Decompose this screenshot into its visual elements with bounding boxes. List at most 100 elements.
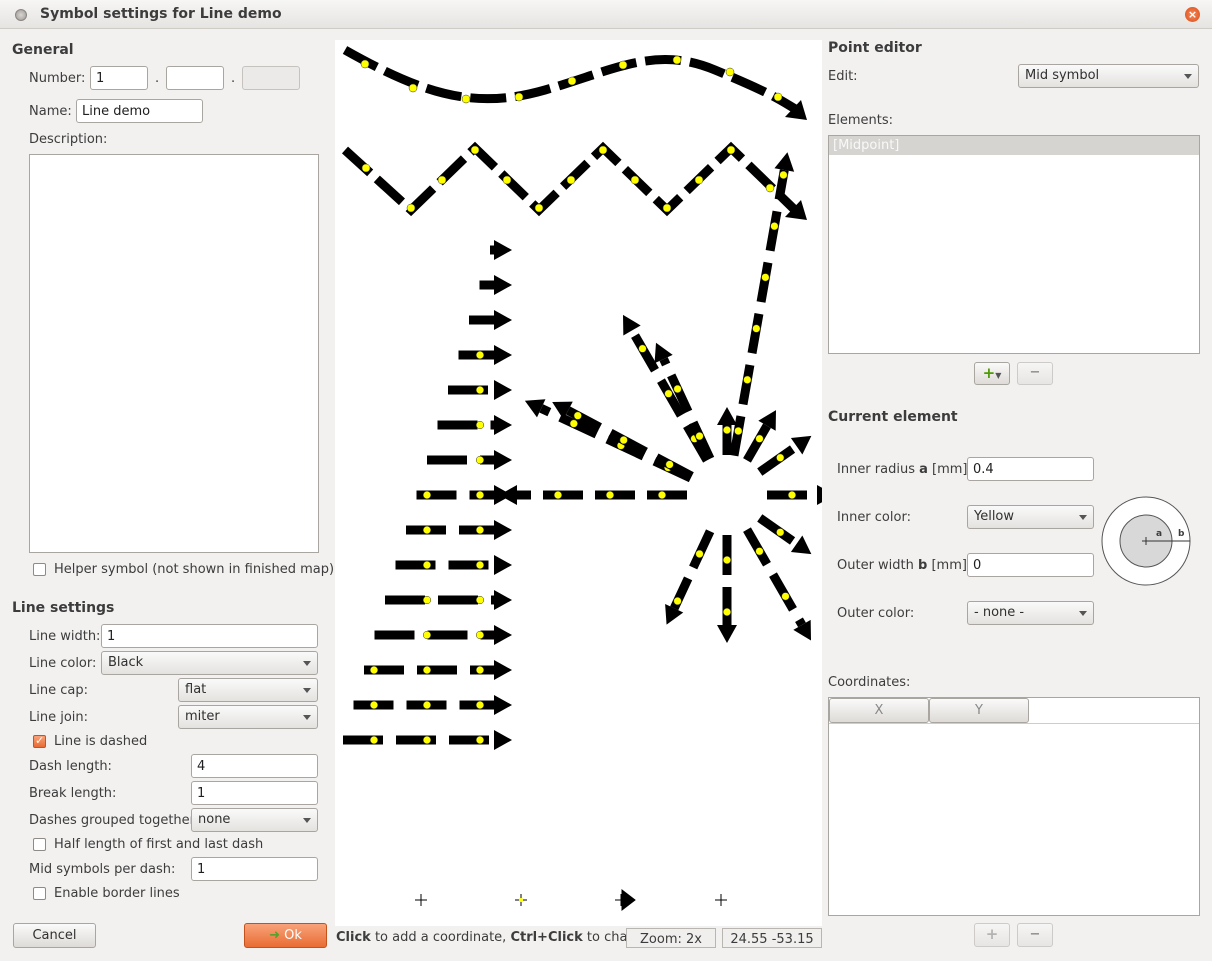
line-join-select[interactable]: miter (178, 705, 318, 729)
edit-select[interactable]: Mid symbol (1018, 64, 1199, 88)
arrow-head (524, 399, 546, 418)
break-length-label: Break length: (29, 786, 117, 801)
number-field-1[interactable] (90, 66, 148, 90)
mid-symbol (369, 665, 379, 675)
arrow-head (774, 152, 795, 172)
inner-color-select[interactable]: Yellow (967, 505, 1094, 529)
mid-symbol (475, 525, 485, 535)
mid-symbol (779, 170, 788, 179)
column-header-y[interactable]: Y (929, 698, 1029, 723)
mid-symbol (422, 595, 432, 605)
inner-radius-var: a (919, 462, 928, 477)
helper-symbol-label: Helper symbol (not shown in finished map… (54, 562, 335, 577)
mid-symbol (605, 490, 615, 500)
remove-element-button[interactable]: − (1017, 362, 1053, 385)
arrow-head (499, 485, 517, 505)
half-length-label: Half length of first and last dash (54, 837, 264, 852)
dash-length-label: Dash length: (29, 759, 112, 774)
arrow-head (494, 555, 512, 575)
name-field[interactable] (76, 99, 203, 123)
arrow-head (654, 342, 673, 364)
window-menu-icon[interactable] (15, 9, 27, 21)
dashes-grouped-select[interactable]: none (191, 808, 318, 832)
arrow-head (665, 604, 684, 625)
chevron-down-icon (303, 661, 311, 666)
description-label: Description: (29, 132, 108, 147)
chevron-down-icon (303, 688, 311, 693)
chevron-down-icon (1184, 74, 1192, 79)
inner-color-label: Inner color: (837, 510, 911, 525)
description-textarea[interactable] (29, 154, 319, 553)
elements-label: Elements: (828, 113, 893, 128)
mid-symbol (752, 324, 761, 333)
border-lines-label: Enable border lines (54, 886, 180, 901)
plus-icon: + (985, 925, 999, 943)
inner-color-value: Yellow (974, 509, 1015, 524)
half-length-checkbox[interactable] (33, 838, 46, 851)
inner-radius-suffix: [mm]: (927, 462, 972, 477)
arrow-head (494, 590, 512, 610)
border-lines-checkbox[interactable] (33, 887, 46, 900)
list-item[interactable]: [Midpoint] (829, 136, 1199, 155)
remove-coordinate-button[interactable]: − (1017, 923, 1053, 947)
elements-list[interactable]: [Midpoint] (828, 135, 1200, 354)
chevron-down-icon (303, 715, 311, 720)
arrow-head (494, 240, 512, 260)
mid-symbol (422, 700, 432, 710)
mid-symbol (722, 425, 732, 435)
burst-ray (743, 423, 771, 463)
diagram-label-b: b (1178, 529, 1185, 539)
arrow-head (494, 695, 512, 715)
outer-color-select[interactable]: - none - (967, 601, 1094, 625)
number-field-2[interactable] (166, 66, 224, 90)
line-settings-header: Line settings (12, 600, 115, 616)
mid-symbol (475, 455, 485, 465)
burst-ray (659, 357, 715, 461)
cancel-button[interactable]: Cancel (13, 923, 96, 948)
helper-symbol-checkbox[interactable] (33, 563, 46, 576)
arrow-head (758, 410, 776, 431)
symbol-preview-canvas[interactable] (335, 40, 822, 926)
close-icon[interactable]: × (1185, 7, 1200, 22)
diagram-label-a: a (1156, 529, 1163, 539)
mid-symbol (422, 735, 432, 745)
mid-symbol (755, 547, 764, 556)
mid-symbol (787, 490, 797, 500)
mid-symbol (776, 528, 785, 537)
chevron-down-icon (1079, 611, 1087, 616)
column-header-x[interactable]: X (829, 698, 929, 723)
dash-length-field[interactable] (191, 754, 318, 778)
line-join-value: miter (185, 709, 220, 724)
point-editor-header: Point editor (828, 40, 922, 56)
mid-symbol (422, 525, 432, 535)
line-width-field[interactable] (101, 624, 318, 648)
zigzag-line-preview (341, 141, 807, 220)
line-cap-select[interactable]: flat (178, 678, 318, 702)
mid-symbols-field[interactable] (191, 857, 318, 881)
mid-symbol (770, 222, 779, 231)
mid-symbol (569, 419, 578, 428)
outer-width-suffix: [mm]: (927, 558, 972, 573)
chevron-down-icon (303, 818, 311, 823)
line-dashed-label: Line is dashed (54, 734, 148, 749)
mid-symbol (369, 700, 379, 710)
outer-color-value: - none - (974, 605, 1025, 620)
arrow-head (494, 625, 512, 645)
add-element-button[interactable]: +▼ (974, 362, 1010, 385)
dash-length-steps-preview (343, 240, 512, 750)
line-dashed-checkbox[interactable] (33, 734, 46, 748)
mid-symbol (695, 549, 704, 558)
name-label: Name: (29, 104, 72, 119)
coordinates-table[interactable]: X Y (828, 697, 1200, 916)
break-length-field[interactable] (191, 781, 318, 805)
arrow-head (494, 450, 512, 470)
add-coordinate-button[interactable]: + (974, 923, 1010, 947)
ok-button[interactable]: ➜ Ok (244, 923, 327, 948)
mid-symbol (722, 555, 732, 565)
mid-symbol (475, 630, 485, 640)
minus-icon: − (1029, 927, 1041, 942)
line-color-select[interactable]: Black (101, 651, 318, 675)
outer-width-field[interactable] (967, 553, 1094, 577)
mid-symbol (422, 630, 432, 640)
inner-radius-field[interactable] (967, 457, 1094, 481)
